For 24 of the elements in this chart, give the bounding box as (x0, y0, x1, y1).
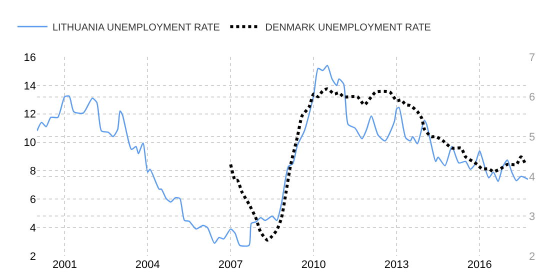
x-tick-label: 2010 (301, 259, 326, 271)
y2-tick-label: 4 (529, 171, 536, 184)
y-tick-label: 2 (30, 250, 36, 263)
x-tick-label: 2013 (384, 259, 409, 271)
y-tick-label: 6 (30, 194, 36, 206)
y-tick-label: 12 (24, 108, 36, 121)
y-tick-label: 8 (30, 166, 36, 178)
line-series (229, 87, 528, 242)
x-tick-label: 2016 (467, 259, 492, 271)
y-tick-label: 4 (30, 222, 36, 234)
y2-tick-label: 7 (529, 52, 536, 64)
y2-tick-label: 3 (529, 211, 536, 224)
y2-tick-label: 6 (529, 92, 536, 104)
x-tick-label: 2001 (52, 259, 77, 271)
y2-tick-label: 2 (529, 250, 536, 263)
legend-label: DENMARK UNEMPLOYMENT RATE (265, 22, 432, 34)
x-tick-label: 2004 (135, 259, 160, 271)
y-tick-label: 16 (24, 52, 36, 64)
y-tick-label: 10 (24, 137, 36, 150)
line-series (37, 64, 528, 247)
legend-label: LITHUANIA UNEMPLOYMENT RATE (52, 22, 220, 34)
y2-tick-label: 5 (529, 131, 536, 144)
y-tick-label: 14 (24, 80, 36, 92)
x-tick-label: 2007 (218, 259, 243, 271)
